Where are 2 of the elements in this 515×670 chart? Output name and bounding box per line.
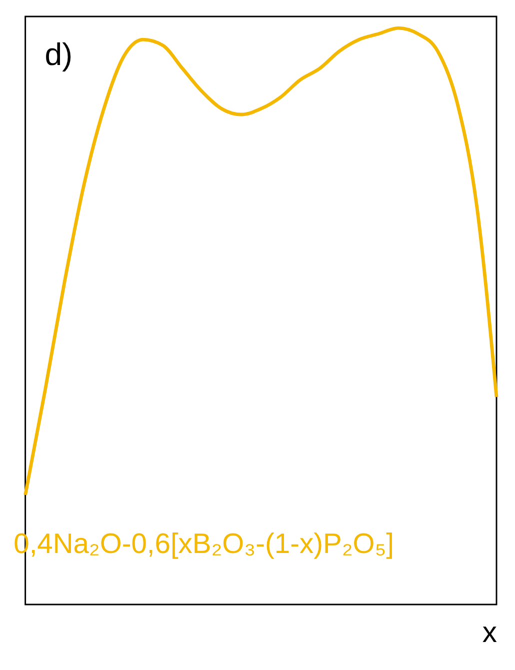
x-axis-title: x bbox=[482, 616, 498, 649]
annotation: d) bbox=[44, 37, 72, 72]
